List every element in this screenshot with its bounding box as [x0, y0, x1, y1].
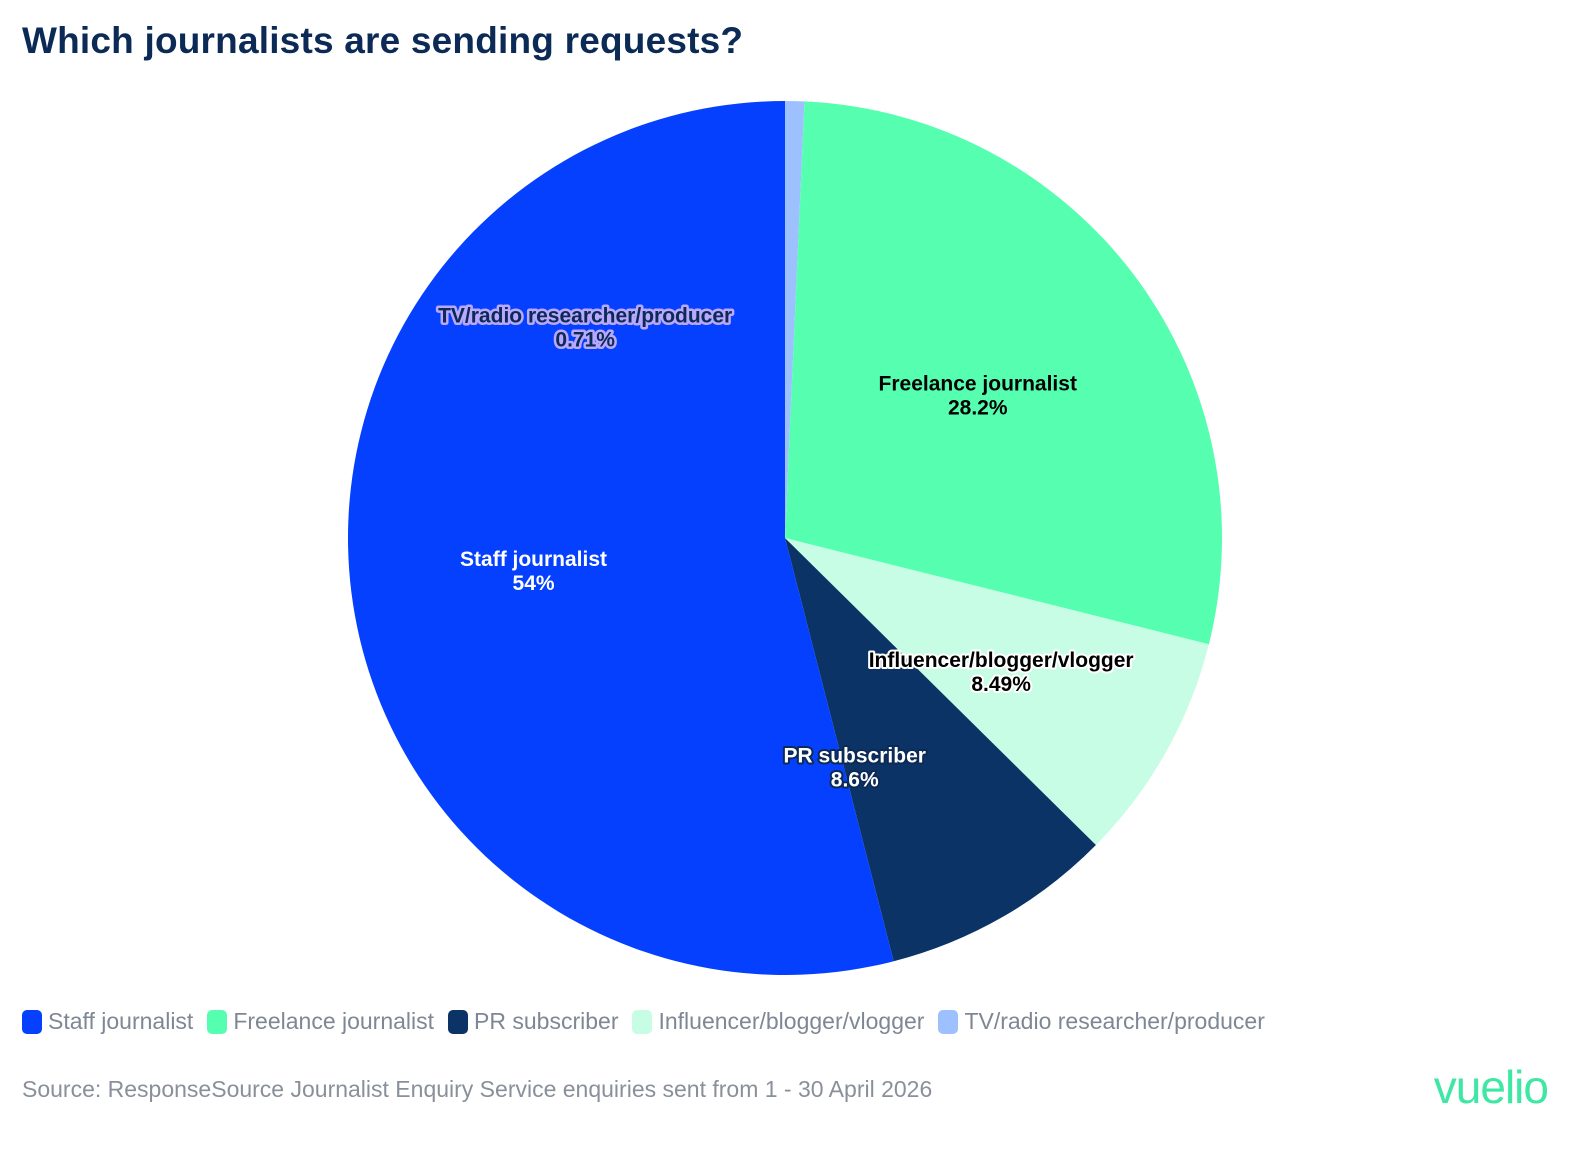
slice-value-label: 28.2% [948, 396, 1008, 419]
legend-swatch [207, 1009, 228, 1034]
slice-category-label: PR subscriber [784, 744, 926, 767]
slice-category-label: Freelance journalist [879, 372, 1077, 395]
slice-category-label: TV/radio researcher/producer [438, 304, 732, 327]
pie-slice-staff-journalist[interactable] [347, 101, 894, 976]
legend-label: Influencer/blogger/vlogger [658, 1008, 925, 1034]
legend-item-pr[interactable]: PR subscriber [448, 1008, 618, 1035]
legend-swatch [22, 1009, 42, 1034]
slice-category-label: Staff journalist [460, 548, 607, 571]
legend-label: Freelance journalist [233, 1008, 435, 1034]
legend-label: PR subscriber [474, 1008, 619, 1034]
legend-swatch [938, 1009, 959, 1034]
chart-title: Which journalists are sending requests? [22, 20, 744, 61]
pie-slice-pr-subscriber[interactable] [785, 538, 1096, 962]
slice-value-label: 0.71% [555, 328, 615, 351]
slice-value-label: 8.6% [831, 768, 879, 791]
legend-item-freelance[interactable]: Freelance journalist [207, 1008, 434, 1035]
legend-swatch [632, 1009, 653, 1034]
pie-slice-freelance-journalist[interactable] [785, 101, 1223, 645]
legend-label: Staff journalist [48, 1008, 194, 1034]
legend-swatch [448, 1009, 469, 1034]
legend-item-tv-radio[interactable]: TV/radio researcher/producer [938, 1008, 1265, 1035]
slice-value-label: 54% [513, 572, 555, 595]
slice-value-label: 8.49% [971, 673, 1031, 696]
slice-category-label: Influencer/blogger/vlogger [869, 649, 1134, 672]
legend-label: TV/radio researcher/producer [964, 1008, 1265, 1034]
chart-legend: Staff journalist Freelance journalist PR… [22, 1008, 1279, 1035]
pie-slice-tv-radio-researcher-producer[interactable] [785, 100, 805, 538]
pie-slice-influencer-blogger-vlogger[interactable] [785, 538, 1209, 846]
vuelio-logo[interactable]: vuelio [1433, 1061, 1549, 1113]
source-note: Source: ResponseSource Journalist Enquir… [22, 1076, 933, 1102]
legend-item-influencer[interactable]: Influencer/blogger/vlogger [632, 1008, 924, 1035]
legend-item-staff[interactable]: Staff journalist [22, 1008, 193, 1035]
